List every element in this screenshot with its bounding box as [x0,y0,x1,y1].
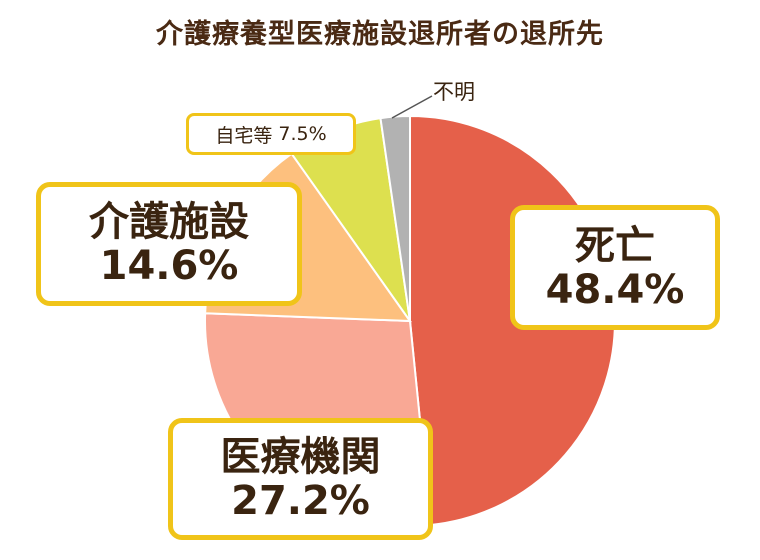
slice-label-home: 自宅等 [215,124,273,147]
callout-medical: 医療機関 27.2% [168,418,433,540]
slice-label-unknown: 不明 [433,80,475,104]
slice-value-medical: 27.2% [231,478,370,524]
callout-home: 自宅等 7.5% [186,113,356,155]
slice-value-death: 48.4% [545,266,685,313]
slice-value-home: 7.5% [278,123,327,145]
callout-death: 死亡 48.4% [510,205,720,330]
slice-value-care-facility: 14.6% [99,243,239,289]
callout-care-facility: 介護施設 14.6% [36,182,302,306]
slice-label-medical: 医療機関 [220,434,381,480]
slice-label-care-facility: 介護施設 [89,199,249,245]
chart-title: 介護療養型医療施設退所者の退所先 [156,19,604,50]
unknown-leader-line [391,95,433,119]
slice-label-death: 死亡 [575,222,655,269]
